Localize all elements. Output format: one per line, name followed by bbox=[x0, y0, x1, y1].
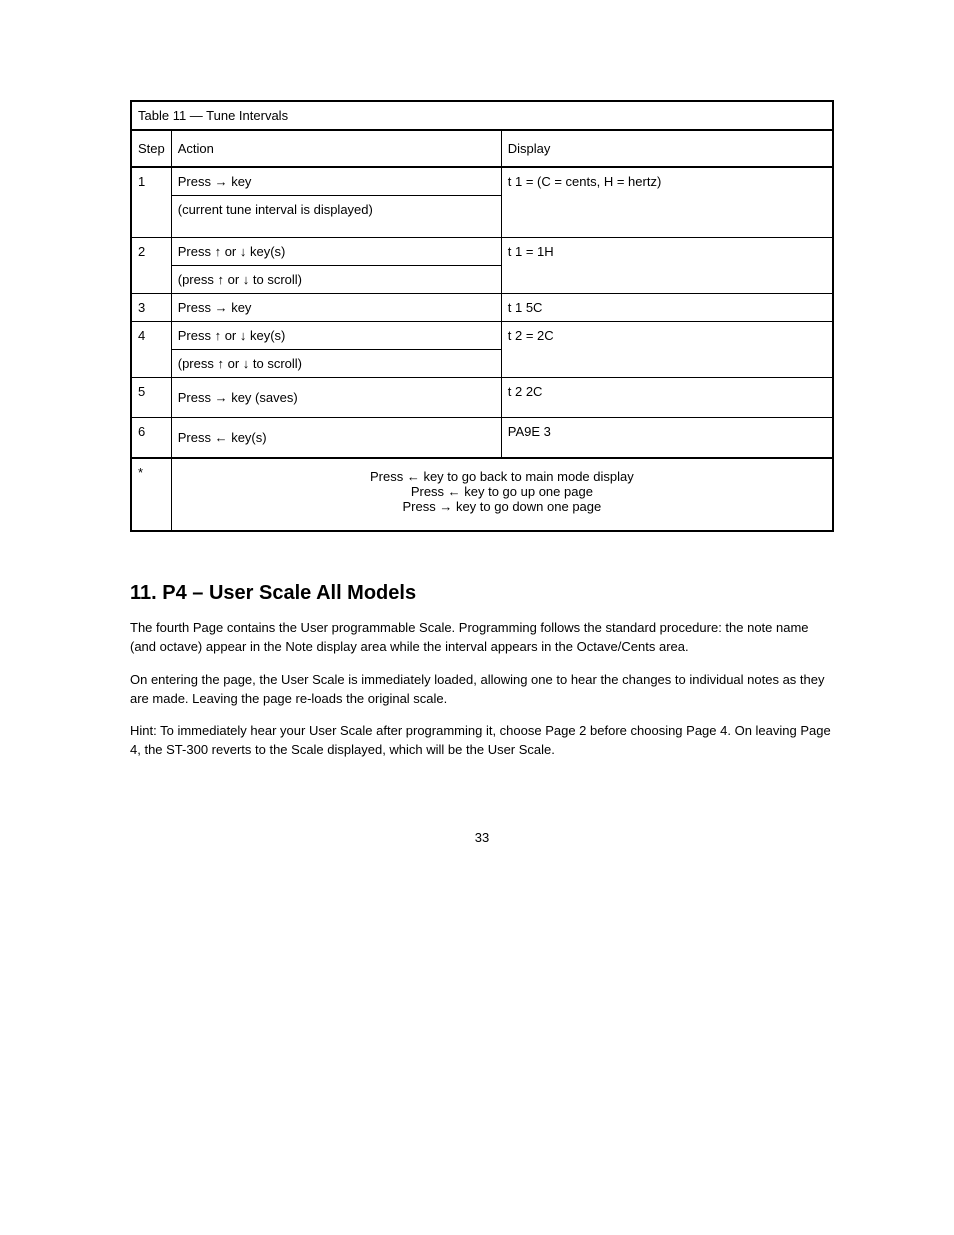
step-num: 2 bbox=[131, 238, 171, 294]
step-display: t 1 5C bbox=[501, 294, 833, 322]
step-action-a: Press → key bbox=[171, 294, 501, 322]
note-text: Press ← key to go back to main mode disp… bbox=[171, 458, 833, 531]
step-display: PA9E 3 bbox=[501, 418, 833, 459]
col-step: Step bbox=[131, 130, 171, 167]
section-p2: On entering the page, the User Scale is … bbox=[130, 671, 834, 709]
step-action-a: Press ← key(s) bbox=[171, 418, 501, 459]
step-display: t 2 2C bbox=[501, 378, 833, 418]
step-display: t 1 = (C = cents, H = hertz) bbox=[501, 167, 833, 238]
note-marker: * bbox=[131, 458, 171, 531]
step-display: t 1 = 1H bbox=[501, 238, 833, 294]
col-action: Action bbox=[171, 130, 501, 167]
table-title: Table 11 — Tune Intervals bbox=[131, 101, 833, 130]
section-p3: Hint: To immediately hear your User Scal… bbox=[130, 722, 834, 760]
step-action-a: Press ↑ or ↓ key(s) bbox=[171, 322, 501, 350]
section-heading: 11. P4 – User Scale All Models bbox=[130, 582, 834, 605]
step-num: 3 bbox=[131, 294, 171, 322]
page-number: 33 bbox=[130, 830, 834, 845]
tune-intervals-table: Table 11 — Tune Intervals Step Action Di… bbox=[130, 100, 834, 532]
step-num: 4 bbox=[131, 322, 171, 378]
step-action-b: (current tune interval is displayed) bbox=[171, 196, 501, 238]
step-num: 6 bbox=[131, 418, 171, 459]
step-action-a: Press → key (saves) bbox=[171, 378, 501, 418]
step-action-a: Press → key bbox=[171, 167, 501, 196]
section-p1: The fourth Page contains the User progra… bbox=[130, 619, 834, 657]
step-display: t 2 = 2C bbox=[501, 322, 833, 378]
step-action-b: (press ↑ or ↓ to scroll) bbox=[171, 350, 501, 378]
step-action-b: (press ↑ or ↓ to scroll) bbox=[171, 266, 501, 294]
step-num: 1 bbox=[131, 167, 171, 238]
step-num: 5 bbox=[131, 378, 171, 418]
step-action-a: Press ↑ or ↓ key(s) bbox=[171, 238, 501, 266]
col-display: Display bbox=[501, 130, 833, 167]
